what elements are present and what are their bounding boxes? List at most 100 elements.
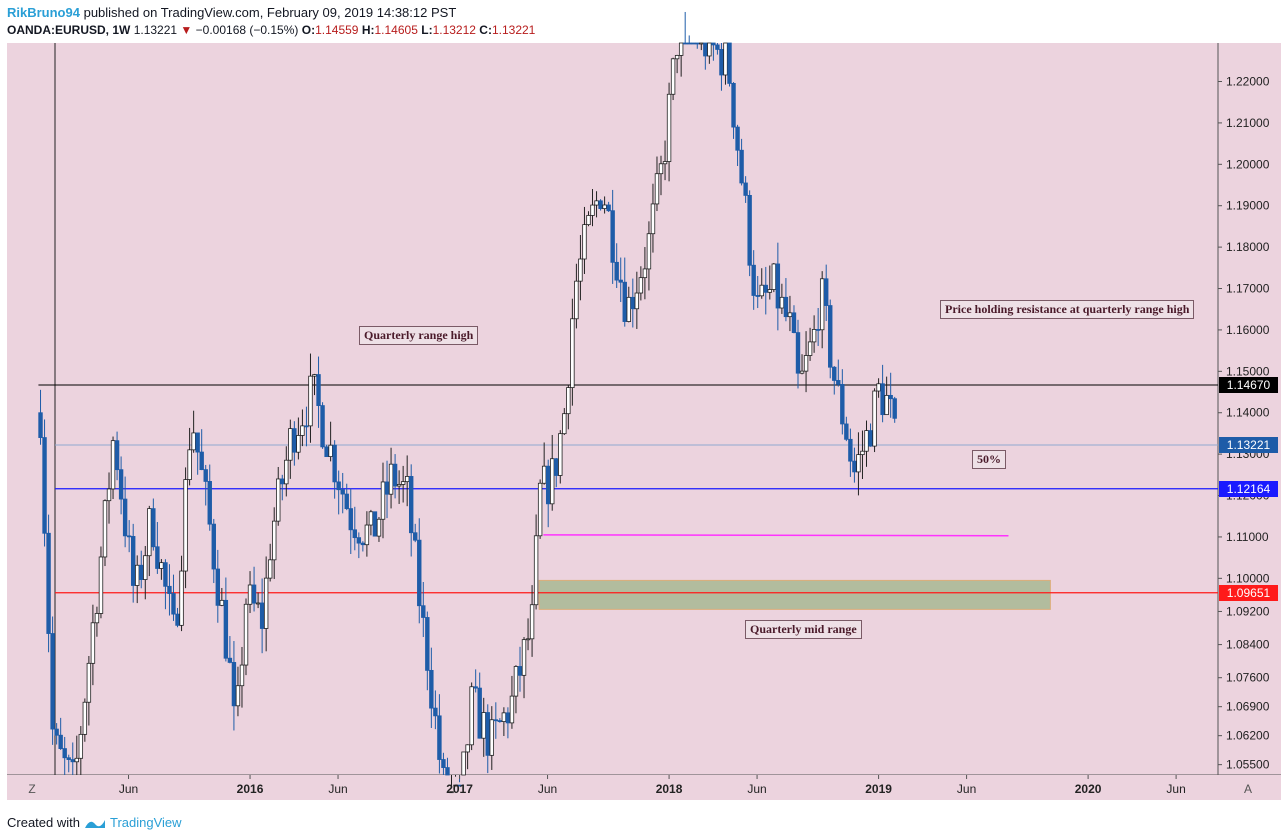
created-with: Created with TradingView <box>7 815 182 830</box>
y-tick-label: 1.19000 <box>1226 199 1270 213</box>
quarterly-range-high-label[interactable]: Quarterly range high <box>359 326 479 345</box>
up-candle <box>537 482 543 537</box>
down-candle <box>824 278 829 306</box>
up-candle <box>570 318 575 388</box>
down-candle <box>727 42 732 84</box>
down-candle <box>429 669 434 709</box>
down-candle <box>888 394 893 400</box>
tradingview-brand[interactable]: TradingView <box>109 815 182 830</box>
up-candle <box>819 278 825 331</box>
zoom-z-button[interactable]: Z <box>28 782 36 796</box>
up-candle <box>582 224 587 260</box>
price-holding-label[interactable]: Price holding resistance at quarterly ra… <box>940 300 1195 319</box>
up-candle <box>94 613 100 624</box>
up-candle <box>288 428 293 461</box>
down-candle <box>392 463 398 487</box>
author-link[interactable]: RikBruno94 <box>7 5 80 20</box>
up-candle <box>626 296 631 322</box>
up-candle <box>771 263 777 290</box>
price-axis-background[interactable] <box>1218 43 1281 775</box>
down-candle <box>332 444 337 483</box>
down-candle <box>618 279 623 283</box>
down-candle <box>630 296 636 310</box>
down-candle <box>251 584 257 604</box>
x-tick-label: 2017 <box>446 782 473 796</box>
up-candle <box>90 622 96 664</box>
down-candle <box>747 195 752 266</box>
up-candle <box>82 701 88 735</box>
fifty-percent-label[interactable]: 50% <box>972 450 1006 469</box>
up-candle <box>634 292 640 310</box>
x-tick-label: Jun <box>119 782 138 796</box>
down-candle <box>203 469 208 482</box>
up-candle <box>662 161 668 165</box>
down-candle <box>126 535 132 538</box>
footer: Created with TradingView <box>0 805 1286 839</box>
down-candle <box>356 537 362 544</box>
up-candle <box>368 511 374 526</box>
up-candle <box>574 280 579 320</box>
up-candle <box>525 638 531 641</box>
down-candle <box>421 605 426 618</box>
up-candle <box>803 355 809 372</box>
tradingview-logo-icon <box>84 819 105 828</box>
up-candle <box>135 564 140 586</box>
down-candle <box>70 759 75 763</box>
time-axis-background[interactable] <box>7 775 1281 800</box>
x-tick-label: Jun <box>1166 782 1185 796</box>
up-candle <box>578 258 583 282</box>
down-candle <box>437 715 442 760</box>
up-candle <box>670 58 676 95</box>
y-tick-label: 1.10000 <box>1226 571 1270 585</box>
up-candle <box>110 440 116 490</box>
up-candle <box>328 444 333 458</box>
up-candle <box>243 603 249 666</box>
x-tick-label: Jun <box>538 782 557 796</box>
down-candle <box>614 261 619 281</box>
auto-scale-a-button[interactable]: A <box>1243 782 1252 796</box>
up-candle <box>272 520 277 561</box>
down-candle <box>868 430 873 447</box>
symbol-name[interactable]: OANDA:EURUSD, 1W <box>7 23 131 37</box>
up-candle <box>856 454 861 473</box>
down-candle <box>352 529 357 539</box>
x-tick-label: Jun <box>747 782 766 796</box>
chart-header: RikBruno94 published on TradingView.com,… <box>0 0 1286 42</box>
down-candle <box>783 296 789 318</box>
open-label: O: <box>301 23 316 37</box>
down-candle <box>324 446 329 458</box>
down-candle <box>598 200 603 209</box>
down-candle <box>175 613 180 626</box>
down-candle <box>340 489 345 495</box>
down-candle <box>554 458 559 476</box>
down-candle <box>413 532 418 541</box>
down-candle <box>691 42 696 45</box>
down-candle <box>195 432 200 453</box>
down-candle <box>880 383 885 416</box>
up-candle <box>489 719 494 756</box>
down-candle <box>703 42 708 57</box>
down-candle <box>517 666 523 676</box>
quarterly-mid-range-label[interactable]: Quarterly mid range <box>745 620 862 639</box>
up-candle <box>562 413 567 435</box>
up-candle <box>638 277 644 294</box>
down-candle <box>735 126 740 151</box>
price-change: −0.00168 (−0.15%) <box>195 23 299 37</box>
resistance-price-tag: 1.14670 <box>1219 376 1278 393</box>
down-candle <box>211 523 216 570</box>
up-candle <box>529 604 535 640</box>
down-candle <box>54 728 59 736</box>
up-candle <box>787 312 793 318</box>
down-candle <box>320 405 325 448</box>
y-tick-label: 1.18000 <box>1226 240 1270 254</box>
up-candle <box>658 163 664 175</box>
up-candle <box>481 712 486 739</box>
down-candle <box>852 460 857 473</box>
down-candle <box>763 284 768 293</box>
up-candle <box>74 757 79 763</box>
y-tick-label: 1.09200 <box>1226 604 1270 618</box>
down-candle <box>715 44 720 50</box>
up-candle <box>678 42 684 56</box>
y-tick-label: 1.06900 <box>1226 700 1270 714</box>
